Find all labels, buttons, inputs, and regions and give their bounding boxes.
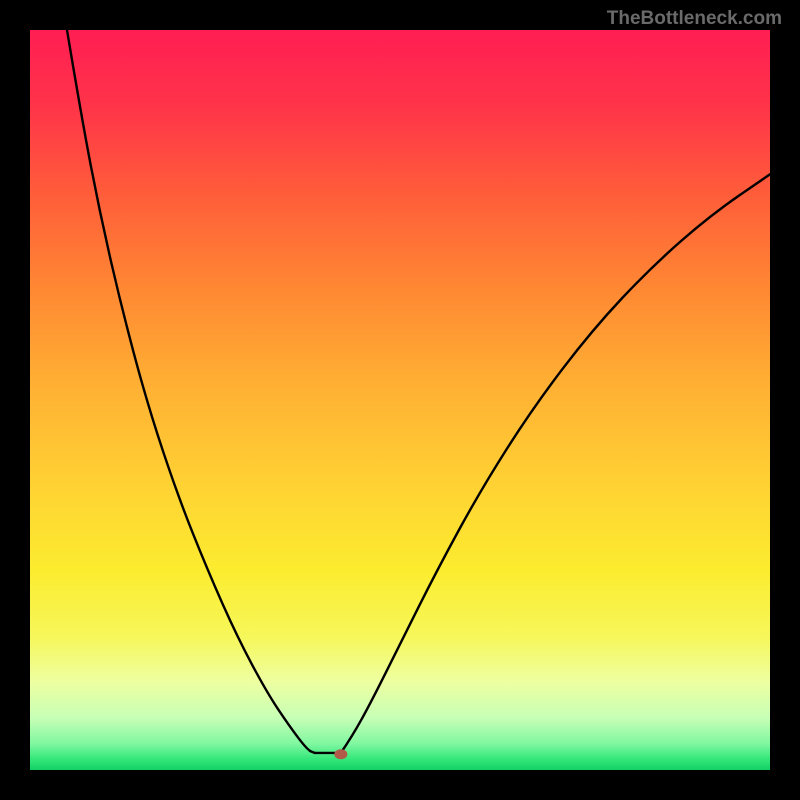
watermark-text: TheBottleneck.com: [607, 8, 782, 30]
plot-area: [30, 30, 770, 770]
bottleneck-minimum-marker: [334, 750, 347, 760]
bottleneck-curve: [30, 30, 770, 770]
curve-right-branch: [341, 174, 770, 753]
curve-left-branch: [67, 30, 315, 753]
